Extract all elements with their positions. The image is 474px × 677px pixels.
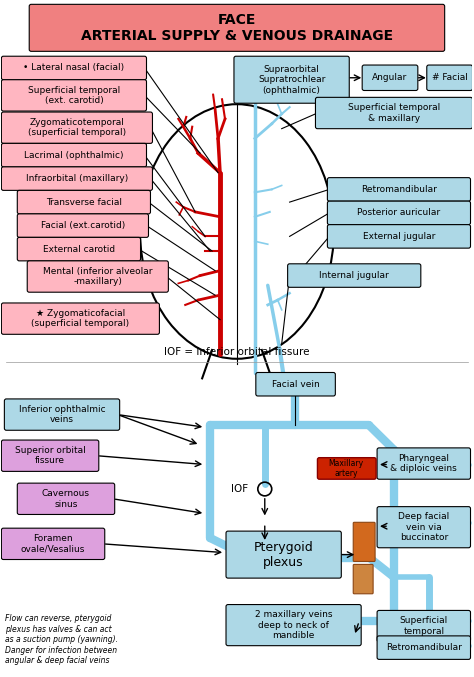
FancyBboxPatch shape xyxy=(1,167,153,190)
FancyBboxPatch shape xyxy=(4,399,119,431)
Text: Facial vein: Facial vein xyxy=(272,380,319,389)
FancyBboxPatch shape xyxy=(377,636,471,659)
FancyBboxPatch shape xyxy=(256,372,335,396)
Text: Transverse facial: Transverse facial xyxy=(46,198,122,206)
Text: Inferior ophthalmic
veins: Inferior ophthalmic veins xyxy=(18,405,105,424)
FancyBboxPatch shape xyxy=(1,528,105,559)
Text: # Facial: # Facial xyxy=(432,73,467,83)
Text: Mental (inferior alveolar
-maxillary): Mental (inferior alveolar -maxillary) xyxy=(43,267,153,286)
FancyBboxPatch shape xyxy=(27,261,168,292)
Text: Maxillary
artery: Maxillary artery xyxy=(328,459,364,478)
FancyBboxPatch shape xyxy=(328,225,471,248)
FancyBboxPatch shape xyxy=(226,605,361,646)
FancyBboxPatch shape xyxy=(353,565,373,594)
FancyBboxPatch shape xyxy=(1,144,146,167)
FancyBboxPatch shape xyxy=(1,56,146,80)
Text: Internal jugular: Internal jugular xyxy=(319,271,389,280)
Text: Superficial
temporal: Superficial temporal xyxy=(400,616,448,636)
FancyBboxPatch shape xyxy=(17,190,150,214)
FancyBboxPatch shape xyxy=(1,440,99,471)
Text: Cavernous
sinus: Cavernous sinus xyxy=(42,489,90,508)
Text: FACE
ARTERIAL SUPPLY & VENOUS DRAINAGE: FACE ARTERIAL SUPPLY & VENOUS DRAINAGE xyxy=(81,13,393,43)
Text: External carotid: External carotid xyxy=(43,244,115,254)
Text: Pterygoid
plexus: Pterygoid plexus xyxy=(254,541,313,569)
FancyBboxPatch shape xyxy=(17,214,148,238)
FancyBboxPatch shape xyxy=(377,611,471,642)
Text: Lacrimal (ophthalmic): Lacrimal (ophthalmic) xyxy=(24,150,124,160)
Text: Pharyngeal
& diploic veins: Pharyngeal & diploic veins xyxy=(391,454,457,473)
Text: Supraorbital
Supratrochlear
(ophthalmic): Supraorbital Supratrochlear (ophthalmic) xyxy=(258,65,325,95)
Text: Flow can reverse, pterygoid
plexus has valves & can act
as a suction pump (yawni: Flow can reverse, pterygoid plexus has v… xyxy=(5,614,118,665)
FancyBboxPatch shape xyxy=(318,458,376,479)
FancyBboxPatch shape xyxy=(328,201,471,225)
FancyBboxPatch shape xyxy=(1,112,153,144)
Text: Deep facial
vein via
buccinator: Deep facial vein via buccinator xyxy=(398,512,449,542)
FancyBboxPatch shape xyxy=(377,448,471,479)
FancyBboxPatch shape xyxy=(17,238,140,261)
FancyBboxPatch shape xyxy=(226,531,341,578)
Text: Superficial temporal
(ext. carotid): Superficial temporal (ext. carotid) xyxy=(28,86,120,105)
Text: Angular: Angular xyxy=(373,73,408,83)
Text: 2 maxillary veins
deep to neck of
mandible: 2 maxillary veins deep to neck of mandib… xyxy=(255,610,332,640)
Text: IOF: IOF xyxy=(231,484,248,494)
FancyBboxPatch shape xyxy=(1,303,159,334)
FancyBboxPatch shape xyxy=(427,65,473,91)
Text: Superior orbital
fissure: Superior orbital fissure xyxy=(15,446,85,465)
FancyBboxPatch shape xyxy=(29,4,445,51)
FancyBboxPatch shape xyxy=(316,97,473,129)
FancyBboxPatch shape xyxy=(377,506,471,548)
Text: Zygomaticotemporal
(superficial temporal): Zygomaticotemporal (superficial temporal… xyxy=(28,118,126,137)
Text: ★ Zygomaticofacial
(superficial temporal): ★ Zygomaticofacial (superficial temporal… xyxy=(31,309,129,328)
Text: • Lateral nasal (facial): • Lateral nasal (facial) xyxy=(23,64,125,72)
Text: Foramen
ovale/Vesalius: Foramen ovale/Vesalius xyxy=(21,534,85,554)
Text: External jugular: External jugular xyxy=(363,232,435,241)
FancyBboxPatch shape xyxy=(1,80,146,111)
FancyBboxPatch shape xyxy=(288,264,421,287)
Text: IOF = Inferior orbital fissure: IOF = Inferior orbital fissure xyxy=(164,347,310,357)
FancyBboxPatch shape xyxy=(17,483,115,515)
FancyBboxPatch shape xyxy=(362,65,418,91)
FancyBboxPatch shape xyxy=(328,177,471,201)
FancyBboxPatch shape xyxy=(234,56,349,103)
FancyBboxPatch shape xyxy=(353,522,375,561)
Text: Facial (ext.carotid): Facial (ext.carotid) xyxy=(41,221,125,230)
Text: Retromandibular: Retromandibular xyxy=(361,185,437,194)
Text: Superficial temporal
& maxillary: Superficial temporal & maxillary xyxy=(348,104,440,123)
Text: Infraorbital (maxillary): Infraorbital (maxillary) xyxy=(26,174,128,183)
Text: Posterior auricular: Posterior auricular xyxy=(357,209,440,217)
Text: Retromandibular: Retromandibular xyxy=(386,643,462,652)
